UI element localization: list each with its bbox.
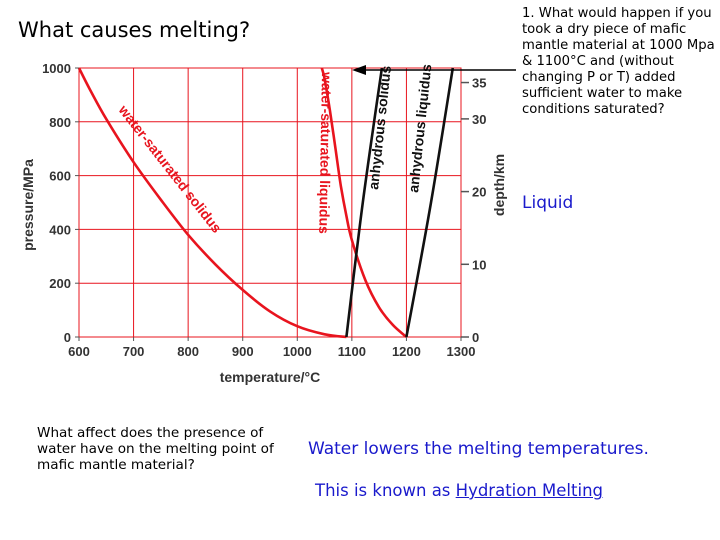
y2-axis-label: depth/km	[491, 154, 507, 216]
curve-layer	[77, 67, 455, 339]
series-line-anhydrous-liquidus	[405, 67, 455, 338]
answer-2-text: Water lowers the melting temperatures.	[308, 439, 649, 459]
plot-frame	[78, 67, 462, 338]
annotation-arrow-head	[352, 65, 366, 75]
series-line-water-saturated-liquidus	[320, 67, 408, 338]
x-axis-label: temperature/°C	[220, 369, 321, 385]
y2-tick-label: 10	[472, 257, 486, 272]
slide-title: What causes melting?	[18, 18, 251, 42]
y-axis-label: pressure/MPa	[20, 159, 36, 251]
phase-diagram-chart: 600 700 800 900 1000 1100 1200 1300020040060080…	[20, 61, 516, 385]
question-2-text: What affect does the presence of water h…	[37, 425, 274, 473]
grid-layer	[78, 67, 462, 338]
x-tick-label: 600	[68, 344, 90, 359]
label-water-saturated-liquidus: water-saturated liquidus	[316, 71, 335, 234]
x-tick-label: 900	[232, 344, 254, 359]
x-tick-label: 1100	[338, 344, 366, 359]
y-tick-label: 600	[49, 169, 71, 184]
y2-tick-label: 30	[472, 112, 486, 127]
x-tick-label: 1200	[392, 344, 421, 359]
x-tick-label: 700	[123, 344, 145, 359]
answer-3-prefix: This is known as	[315, 481, 456, 500]
series-line-water-saturated-solidus	[77, 67, 347, 339]
y-tick-label: 400	[49, 222, 71, 237]
y-tick-label: 200	[49, 276, 71, 291]
y2-tick-label: 20	[472, 185, 486, 200]
y2-tick-label: 0	[472, 330, 479, 345]
tick-layer: 600 700 800 900 1000 1100 1200 1300020040060080…	[42, 61, 486, 359]
x-tick-label: 1000	[283, 344, 312, 359]
series-line-anhydrous-solidus	[345, 67, 384, 338]
y-tick-label: 800	[49, 115, 71, 130]
x-tick-label: 800	[177, 344, 199, 359]
answer-3-text: This is known as Hydration Melting	[315, 481, 603, 500]
answer-3-highlight: Hydration Melting	[455, 481, 604, 500]
label-anhydrous-solidus: anhydrous solidus	[365, 65, 394, 191]
label-anhydrous-liquidus: anhydrous liquidus	[405, 63, 434, 193]
answer-1-text: Liquid	[522, 193, 574, 213]
x-tick-label: 1300	[447, 344, 476, 359]
y-tick-label: 1000	[42, 61, 71, 76]
y2-tick-label: 35	[472, 76, 486, 91]
question-1-text: 1. What would happen if you took a dry p…	[522, 6, 715, 117]
y-tick-label: 0	[64, 330, 71, 345]
